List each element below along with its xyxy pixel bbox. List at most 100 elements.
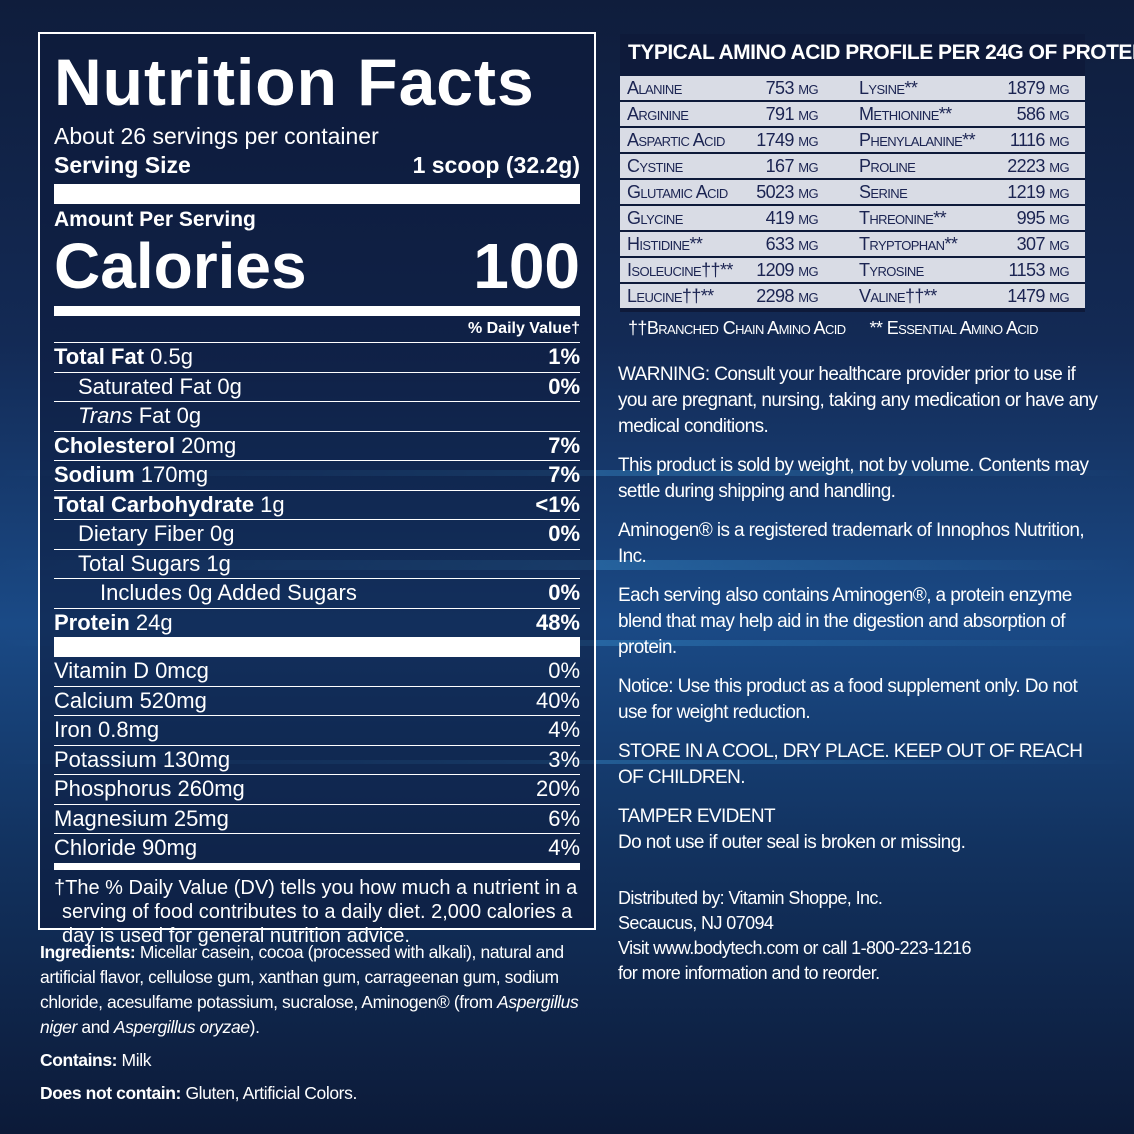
amino-amount: 1879 mg [1007, 77, 1069, 98]
nutrient-row: Protein 24g 48% [54, 609, 580, 657]
vitamin-row: Magnesium 25mg 6% [54, 805, 580, 834]
amino-name: Glycine [627, 207, 683, 228]
nutrient-dv: 7% [548, 432, 580, 458]
amino-name: Cystine [627, 155, 683, 176]
amino-name: Serine [859, 181, 908, 202]
vitamin-name: Calcium 520mg [54, 687, 207, 713]
nutrient-dv: <1% [535, 491, 580, 517]
distributor-line: Secaucus, NJ 07094 [618, 913, 774, 933]
amino-name: Alanine [627, 77, 682, 98]
vitamin-dv: 4% [548, 835, 580, 860]
vitamin-name: Phosphorus 260mg [54, 776, 245, 801]
distributor-info: Distributed by: Vitamin Shoppe, Inc. Seca… [618, 886, 1098, 986]
distributor-line: Distributed by: Vitamin Shoppe, Inc. [618, 888, 883, 908]
nutrient-name: Saturated Fat 0g [78, 373, 242, 399]
nutrient-row: Dietary Fiber 0g 0% [54, 520, 580, 550]
amino-amount: 419 mg [765, 207, 819, 228]
amino-title: TYPICAL AMINO ACID PROFILE PER 24G OF PR… [620, 34, 1134, 72]
amino-name: Aspartic Acid [627, 129, 725, 150]
vitamin-dv: 40% [535, 687, 580, 713]
footnote: †The % Daily Value (DV) tells you how mu… [54, 876, 578, 947]
vitamin-row: Calcium 520mg 40% [54, 687, 580, 716]
amino-row: Leucine††** 2298 mg Valine††** 1479 mg [620, 284, 1085, 308]
note: Each serving also contains Aminogen®, a … [618, 585, 1072, 658]
vitamin-dv: 6% [548, 805, 580, 831]
amino-row: Glycine 419 mg Threonine** 995 mg [620, 206, 1085, 230]
serving-size: Serving Size 1 scoop (32.2g) [54, 150, 580, 204]
nutrient-name: Dietary Fiber 0g [78, 521, 235, 546]
note: Aminogen® is a registered trademark of I… [618, 520, 1085, 567]
amino-amount: 1116 mg [1009, 129, 1070, 150]
does-not-contain: Does not contain: Gluten, Artificial Col… [40, 1083, 357, 1103]
note: TAMPER EVIDENT Do not use if outer seal … [618, 806, 966, 853]
amino-amount: 1479 mg [1007, 285, 1069, 306]
vitamin-row: Iron 0.8mg 4% [54, 716, 580, 746]
nutrient-name: Sodium 170mg [54, 462, 209, 487]
nutrient-name: Trans Fat 0g [78, 403, 202, 428]
amino-amount: 586 mg [1016, 103, 1070, 124]
bcaa-legend: ††Branched Chain Amino Acid [628, 318, 846, 338]
nutrition-facts-label: Nutrition Facts About 26 servings per co… [38, 32, 596, 947]
nutrient-row: Sodium 170mg 7% [54, 461, 580, 491]
amino-table: Alanine 753 mg Lysine** 1879 mg Arginine 791 … [620, 72, 1085, 312]
amino-row: Isoleucine††** 1209 mg Tyrosine 1153 mg [620, 258, 1085, 282]
vitamin-name: Vitamin D 0mcg [54, 658, 209, 683]
vitamin-row: Phosphorus 260mg 20% [54, 775, 580, 805]
nutrient-name: Protein 24g [54, 609, 173, 635]
amino-amount: 2223 mg [1007, 155, 1069, 176]
amino-name: Phenylalanine** [859, 129, 976, 150]
amino-amount: 1153 mg [1008, 259, 1070, 280]
amino-row: Alanine 753 mg Lysine** 1879 mg [620, 76, 1085, 100]
amino-amount: 5023 mg [756, 181, 818, 202]
nutrient-row: Total Sugars 1g [54, 550, 580, 579]
vitamin-row: Chloride 90mg 4% [54, 834, 580, 870]
amino-row: Cystine 167 mg Proline 2223 mg [620, 154, 1085, 178]
calories-label: Calories [54, 230, 307, 302]
amount-per-serving: Amount Per Serving [54, 208, 256, 231]
nutrient-row: Includes 0g Added Sugars 0% [54, 579, 580, 609]
amino-name: Tyrosine [859, 259, 924, 280]
vitamin-name: Iron 0.8mg [54, 717, 160, 742]
nutrient-dv: 0% [548, 580, 580, 605]
note: Notice: Use this product as a food suppl… [618, 676, 1078, 723]
distributor-line: Visit www.bodytech.com or call 1-800-223… [618, 938, 971, 958]
amino-name: Tryptophan** [859, 233, 958, 254]
amino-amount: 1209 mg [756, 259, 818, 280]
vitamin-dv: 3% [548, 746, 580, 772]
nutrient-name: Total Fat 0.5g [54, 344, 193, 369]
vitamin-row: Potassium 130mg 3% [54, 746, 580, 775]
nutrient-row: Total Carbohydrate 1g <1% [54, 491, 580, 520]
amino-amount: 1219 mg [1007, 181, 1069, 202]
contains: Contains: Milk [40, 1050, 152, 1070]
serving-size-label: Serving Size [54, 152, 191, 178]
amino-row: Glutamic Acid 5023 mg Serine 1219 mg [620, 180, 1085, 204]
amino-name: Leucine††** [627, 285, 714, 306]
amino-amount: 633 mg [765, 233, 819, 254]
calories-value: 100 [473, 230, 580, 302]
amino-row: Histidine** 633 mg Tryptophan** 307 mg [620, 232, 1085, 256]
vitamin-name: Chloride 90mg [54, 835, 198, 860]
servings-per-container: About 26 servings per container [54, 123, 379, 149]
vitamin-dv: 4% [548, 717, 580, 742]
nutrient-name: Total Sugars 1g [78, 550, 231, 576]
amino-amount: 2298 mg [756, 285, 818, 306]
ingredients: Ingredients: Micellar casein, cocoa (pro… [40, 942, 579, 1037]
amino-name: Methionine** [859, 103, 952, 124]
nutrient-name: Includes 0g Added Sugars [100, 580, 357, 605]
amino-name: Glutamic Acid [627, 181, 728, 202]
daily-value-header: % Daily Value† [54, 316, 580, 343]
amino-name: Lysine** [859, 77, 918, 98]
nutrient-dv: 1% [548, 344, 580, 369]
nutrient-dv: 0% [548, 521, 580, 546]
notes-section: WARNING: Consult your healthcare provide… [618, 362, 1098, 986]
vitamin-row: Vitamin D 0mcg 0% [54, 657, 580, 687]
nutrient-name: Cholesterol 20mg [54, 432, 237, 458]
nutrient-row: Total Fat 0.5g 1% [54, 343, 580, 373]
amino-name: Proline [859, 155, 916, 176]
amino-name: Threonine** [859, 207, 947, 228]
amino-name: Histidine** [627, 233, 703, 254]
amino-row: Arginine 791 mg Methionine** 586 mg [620, 102, 1085, 126]
note: WARNING: Consult your healthcare provide… [618, 364, 1098, 437]
nutrient-row: Saturated Fat 0g 0% [54, 373, 580, 402]
nutrient-dv: 48% [535, 609, 580, 635]
